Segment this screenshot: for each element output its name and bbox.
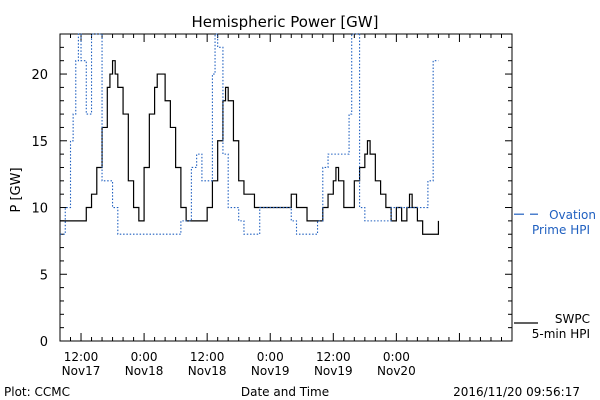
- x-tick-label-time: 12:00: [190, 350, 225, 364]
- chart-title: Hemispheric Power [GW]: [192, 13, 379, 31]
- x-tick-label-time: 0:00: [257, 350, 284, 364]
- x-tick-label-time: 12:00: [316, 350, 351, 364]
- ovation-hpi-line: [60, 33, 439, 235]
- x-tick-label-time: 0:00: [383, 350, 410, 364]
- swpc-hpi-line: [60, 60, 440, 235]
- y-tick-label: 0: [40, 335, 48, 350]
- x-tick-label-date: Nov18: [188, 364, 227, 378]
- y-tick-label: 10: [31, 202, 48, 217]
- x-tick-label-date: Nov17: [62, 364, 101, 378]
- ovation-legend-line2: Prime HPI: [532, 223, 590, 237]
- plot-frame: [59, 33, 513, 342]
- x-tick-label-time: 12:00: [64, 350, 99, 364]
- y-tick-label: 15: [31, 135, 48, 150]
- x-tick-label-time: 0:00: [131, 350, 158, 364]
- plot-source: Plot: CCMC: [4, 385, 70, 399]
- plot-timestamp: 2016/11/20 09:56:17: [453, 385, 580, 399]
- x-tick-label-date: Nov20: [377, 364, 416, 378]
- swpc-legend-line1: SWPC: [555, 312, 590, 326]
- y-tick-label: 5: [40, 268, 48, 283]
- x-axis-label: Date and Time: [241, 385, 329, 399]
- x-tick-label-date: Nov18: [125, 364, 164, 378]
- y-axis-label: P [GW]: [9, 167, 24, 212]
- x-tick-label-date: Nov19: [314, 364, 353, 378]
- y-tick-label: 20: [31, 68, 48, 83]
- swpc-legend-line2: 5-min HPI: [532, 327, 590, 341]
- ovation-legend-line1: Ovation: [549, 208, 596, 222]
- x-tick-label-date: Nov19: [251, 364, 290, 378]
